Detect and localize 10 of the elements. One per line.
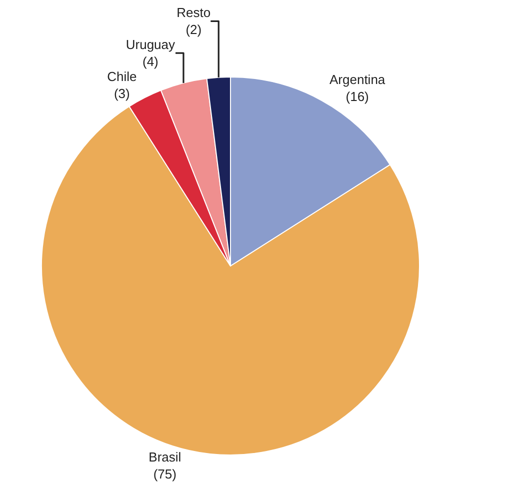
data-label: (75) [153, 466, 176, 482]
slice-label: Brasil [148, 450, 182, 465]
data-label: (3) [114, 86, 130, 101]
slice-label: Argentina [330, 72, 386, 88]
data-label: (2) [186, 22, 202, 38]
slice-label: Uruguay [126, 37, 176, 52]
slice-label: Resto [176, 5, 211, 20]
data-label: (16) [346, 89, 369, 104]
slice-label: Chile [107, 68, 137, 84]
data-label: (4) [142, 54, 158, 69]
